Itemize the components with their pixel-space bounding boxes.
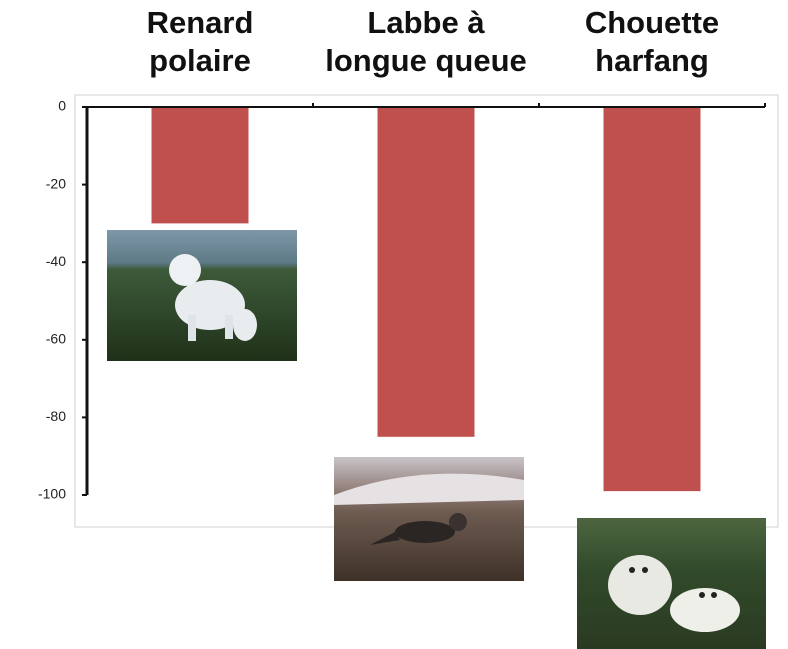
- y-tick-label: -60: [46, 331, 66, 347]
- skua-photo: [334, 457, 524, 581]
- y-tick-label: 0: [58, 98, 66, 114]
- bar: [151, 107, 249, 224]
- category-label: Labbe à longue queue: [325, 5, 527, 78]
- y-tick-label: -40: [46, 253, 66, 269]
- category-label: Renard polaire: [146, 5, 254, 78]
- y-tick-label: -20: [46, 175, 66, 191]
- bar: [377, 107, 475, 437]
- owl-photo: [577, 518, 766, 649]
- fox-photo: [107, 230, 297, 361]
- y-tick-label: -100: [38, 486, 66, 502]
- bar: [603, 107, 701, 492]
- y-tick-label: -80: [46, 408, 66, 424]
- category-label: Chouette harfang: [584, 5, 720, 78]
